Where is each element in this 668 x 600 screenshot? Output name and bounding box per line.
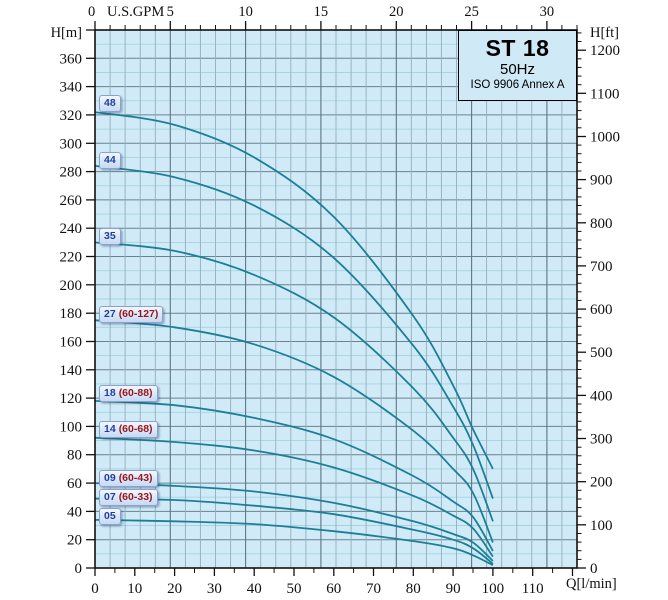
svg-text:40: 40 [67,504,82,520]
pump-curve-18 [94,400,494,552]
svg-text:360: 360 [60,51,83,67]
svg-text:260: 260 [60,193,83,209]
svg-text:60: 60 [326,581,341,597]
svg-text:120: 120 [60,391,83,407]
curve-stage-number: 44 [104,154,116,166]
title-box: ST 18 50Hz ISO 9906 Annex A [458,30,577,101]
svg-text:0: 0 [91,581,99,597]
curve-range-label: (60-33) [118,491,153,503]
svg-text:280: 280 [60,165,83,181]
curve-stage-number: 07 [104,491,116,503]
svg-text:800: 800 [590,216,613,232]
frequency-label: 50Hz [499,61,536,78]
pump-curve-44 [94,165,494,499]
svg-text:90: 90 [446,581,461,597]
svg-text:160: 160 [60,335,83,351]
curve-stage-number: 18 [104,387,116,399]
pump-curve-14 [94,436,494,558]
svg-text:60: 60 [67,476,82,492]
curve-label-badge-09: 09 (60-43) [99,470,158,487]
top-axis-unit-label: U.S.GPM [107,4,165,20]
pump-curve-35 [94,241,494,522]
svg-text:200: 200 [60,278,83,294]
pump-curve-48 [94,111,494,470]
svg-text:500: 500 [590,345,613,361]
svg-text:15: 15 [314,4,329,20]
svg-text:220: 220 [60,250,83,266]
curve-range-label: (60-88) [118,387,153,399]
pump-curve-07 [94,497,494,565]
svg-text:40: 40 [247,581,262,597]
svg-text:140: 140 [60,363,83,379]
pump-model-title: ST 18 [485,35,550,61]
svg-text:20: 20 [67,533,82,549]
curve-label-badge-14: 14 (60-68) [99,421,158,438]
curve-stage-number: 14 [104,423,116,435]
curve-label-badge-05: 05 [99,508,121,525]
svg-text:110: 110 [522,581,544,597]
svg-text:1200: 1200 [590,43,620,59]
svg-text:100: 100 [590,518,613,534]
svg-text:20: 20 [389,4,404,20]
curve-label-badge-27: 27 (60-127) [99,306,164,323]
curve-label-badge-18: 18 (60-88) [99,385,158,402]
svg-text:0: 0 [75,561,83,577]
svg-text:1000: 1000 [590,130,620,146]
bottom-axis-unit-label: Q[l/min] [566,576,617,592]
curve-label-badge-44: 44 [99,152,121,169]
pump-curve-09 [94,482,494,562]
pump-curve-27 [94,319,494,543]
svg-text:300: 300 [60,136,83,152]
svg-text:400: 400 [590,388,613,404]
svg-text:300: 300 [590,432,613,448]
curve-label-badge-35: 35 [99,228,121,245]
svg-text:80: 80 [67,448,82,464]
svg-text:200: 200 [590,475,613,491]
svg-text:5: 5 [167,4,174,20]
curve-stage-number: 48 [104,97,116,109]
curve-label-badge-07: 07 (60-33) [99,489,158,506]
svg-text:320: 320 [60,108,83,124]
svg-text:100: 100 [60,419,83,435]
svg-text:30: 30 [207,581,222,597]
curve-stage-number: 09 [104,472,116,484]
svg-text:50: 50 [287,581,302,597]
svg-text:20: 20 [167,581,182,597]
svg-text:0: 0 [590,561,598,577]
curve-range-label: (60-127) [118,308,159,320]
svg-text:10: 10 [238,4,253,20]
svg-text:900: 900 [590,173,613,189]
svg-text:25: 25 [464,4,479,20]
svg-text:600: 600 [590,302,613,318]
curve-range-label: (60-43) [118,472,153,484]
svg-text:340: 340 [60,80,83,96]
top-axis-zero-label: 0 [88,4,96,20]
curve-range-label: (60-68) [118,423,153,435]
svg-text:1100: 1100 [590,86,619,102]
curve-stage-number: 35 [104,230,116,242]
svg-text:100: 100 [482,581,505,597]
svg-text:700: 700 [590,259,613,275]
left-axis-unit-label: H[m] [50,25,82,41]
svg-text:80: 80 [406,581,421,597]
standard-label: ISO 9906 Annex A [470,79,565,91]
svg-text:30: 30 [540,4,555,20]
pump-curve-05 [94,519,494,567]
svg-text:70: 70 [366,581,381,597]
svg-text:10: 10 [127,581,142,597]
curve-stage-number: 27 [104,308,116,320]
right-axis-unit-label: H[ft] [590,25,619,41]
svg-text:180: 180 [60,306,83,322]
curve-label-badge-48: 48 [99,95,121,112]
curve-stage-number: 05 [104,510,116,522]
svg-text:240: 240 [60,221,83,237]
